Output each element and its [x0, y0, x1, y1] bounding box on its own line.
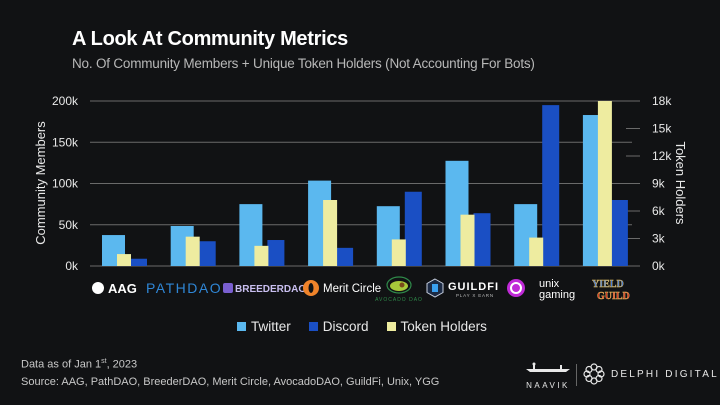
- logo-label: BREEDERDAO: [235, 284, 306, 295]
- bar-group-pathdao: [170, 225, 216, 266]
- bars: [102, 101, 628, 267]
- delphi-ring-icon: [583, 363, 605, 385]
- chart-title: A Look At Community Metrics: [72, 28, 348, 50]
- legend-item-token-holders: Token Holders: [386, 319, 487, 334]
- delphi-name: DELPHI DIGITAL: [611, 368, 719, 380]
- bar-discord: [130, 258, 147, 266]
- naavik-name: NAAVIK: [526, 381, 570, 390]
- avocado-icon-ring: [386, 276, 412, 294]
- y-axis-right-label: Token Holders: [673, 141, 688, 225]
- merit-circle-icon-inner: [308, 283, 314, 293]
- legend-item-twitter: Twitter: [237, 319, 291, 334]
- y-axis-left-ticks: 0k 50k 100k 150k 200k: [52, 94, 79, 273]
- bar-token-holders: [460, 214, 475, 266]
- y-tick-right: 3k: [652, 232, 666, 246]
- bar-token-holders: [529, 237, 544, 266]
- bar-discord: [473, 213, 491, 266]
- bar-token-holders: [185, 236, 200, 266]
- bar-discord: [404, 191, 422, 266]
- logo-label: YIELD: [592, 279, 624, 290]
- y-tick-right: 12k: [652, 149, 672, 163]
- logo-avocadodao: AVOCADO DAO: [375, 276, 423, 303]
- logo-label-2: GUILD: [597, 291, 630, 302]
- legend-swatch-twitter: [237, 322, 246, 331]
- bar-group-yield-guild: [582, 101, 628, 267]
- bar-group-unix-gaming: [514, 105, 560, 266]
- y-axis-left-label: Community Members: [33, 121, 48, 245]
- logo-label: Merit Circle: [323, 283, 381, 295]
- bar-token-holders: [117, 254, 131, 266]
- bar-group-aag: [102, 235, 147, 266]
- logo-merit-circle: Merit Circle: [303, 280, 381, 296]
- logo-aag: AAG: [92, 281, 137, 296]
- legend-swatch-discord: [308, 322, 318, 331]
- logo-label: GUILDFI: [448, 281, 499, 293]
- logo-label: AVOCADO DAO: [375, 297, 423, 303]
- delphi-logo: DELPHI DIGITAL: [583, 363, 719, 385]
- bar-token-holders: [597, 101, 612, 266]
- logo-label: AAG: [108, 281, 137, 296]
- legend: Twitter Discord Token Holders: [237, 319, 487, 334]
- bar-group-guildfi: [445, 160, 491, 266]
- brand-divider: [576, 364, 577, 386]
- bar-token-holders: [254, 245, 269, 266]
- chart-subtitle: No. Of Community Members + Unique Token …: [72, 56, 535, 71]
- bar-discord: [336, 247, 354, 266]
- legend-label: Twitter: [251, 319, 291, 334]
- date-sup: st: [101, 358, 107, 365]
- source-note: Source: AAG, PathDAO, BreederDAO, Merit …: [21, 376, 440, 388]
- guildfi-icon-crystal: [432, 284, 438, 292]
- bar-group-breederdao: [239, 204, 285, 266]
- category-logos: AAG PATHDAO BREEDERDAO Merit Circle AVOCADO …: [92, 276, 630, 303]
- y-tick-left: 200k: [52, 94, 79, 108]
- unix-icon: [507, 279, 525, 297]
- y-tick-left: 150k: [52, 135, 79, 149]
- naavik-logo: NAAVIK: [516, 361, 580, 390]
- logo-pathdao: PATHDAO: [146, 280, 222, 296]
- unix-icon-inner: [510, 282, 522, 294]
- bar-group-avocadodao: [376, 191, 422, 266]
- logo-breederdao: BREEDERDAO: [223, 283, 306, 295]
- aag-icon: [92, 282, 104, 294]
- y-tick-right: 9k: [652, 177, 666, 191]
- y-tick-left: 0k: [65, 259, 79, 273]
- avocado-icon: [390, 281, 408, 291]
- date-prefix: Data as of Jan 1: [21, 358, 102, 371]
- avocado-seed: [399, 282, 405, 288]
- y-axis-right-ticks: 0k 3k 6k 9k 12k 15k 18k: [652, 94, 672, 273]
- bar-discord: [610, 200, 628, 266]
- legend-label: Token Holders: [400, 319, 487, 334]
- y-tick-left: 50k: [59, 218, 79, 232]
- y-tick-right: 0k: [652, 259, 666, 273]
- y-tick-left: 100k: [52, 177, 79, 191]
- logo-label-2: gaming: [539, 289, 575, 301]
- logo-label: unix: [539, 278, 560, 290]
- legend-item-discord: Discord: [308, 319, 369, 334]
- logo-tagline: PLAY X EARN: [456, 293, 494, 298]
- boat-icon: [526, 362, 570, 372]
- bar-discord: [198, 241, 216, 266]
- data-date-note: Data as of Jan 1st, 2023: [21, 358, 137, 371]
- y-tick-right: 15k: [652, 122, 672, 136]
- bar-group-merit-circle: [308, 180, 354, 266]
- bar-discord: [542, 105, 560, 266]
- bar-chart: 0k 50k 100k 150k 200k 0k 3k 6k 9k 12k 15k 18k Comm…: [33, 94, 688, 303]
- logo-label: PATHDAO: [146, 280, 222, 296]
- legend-label: Discord: [322, 319, 369, 334]
- breeder-icon: [223, 283, 233, 293]
- y-tick-right: 6k: [652, 204, 666, 218]
- date-suffix: , 2023: [106, 358, 138, 371]
- y-tick-right: 18k: [652, 94, 672, 108]
- bar-token-holders: [323, 200, 338, 266]
- legend-swatch-token-holders: [386, 322, 396, 331]
- bar-discord: [267, 240, 285, 266]
- bar-token-holders: [391, 239, 406, 266]
